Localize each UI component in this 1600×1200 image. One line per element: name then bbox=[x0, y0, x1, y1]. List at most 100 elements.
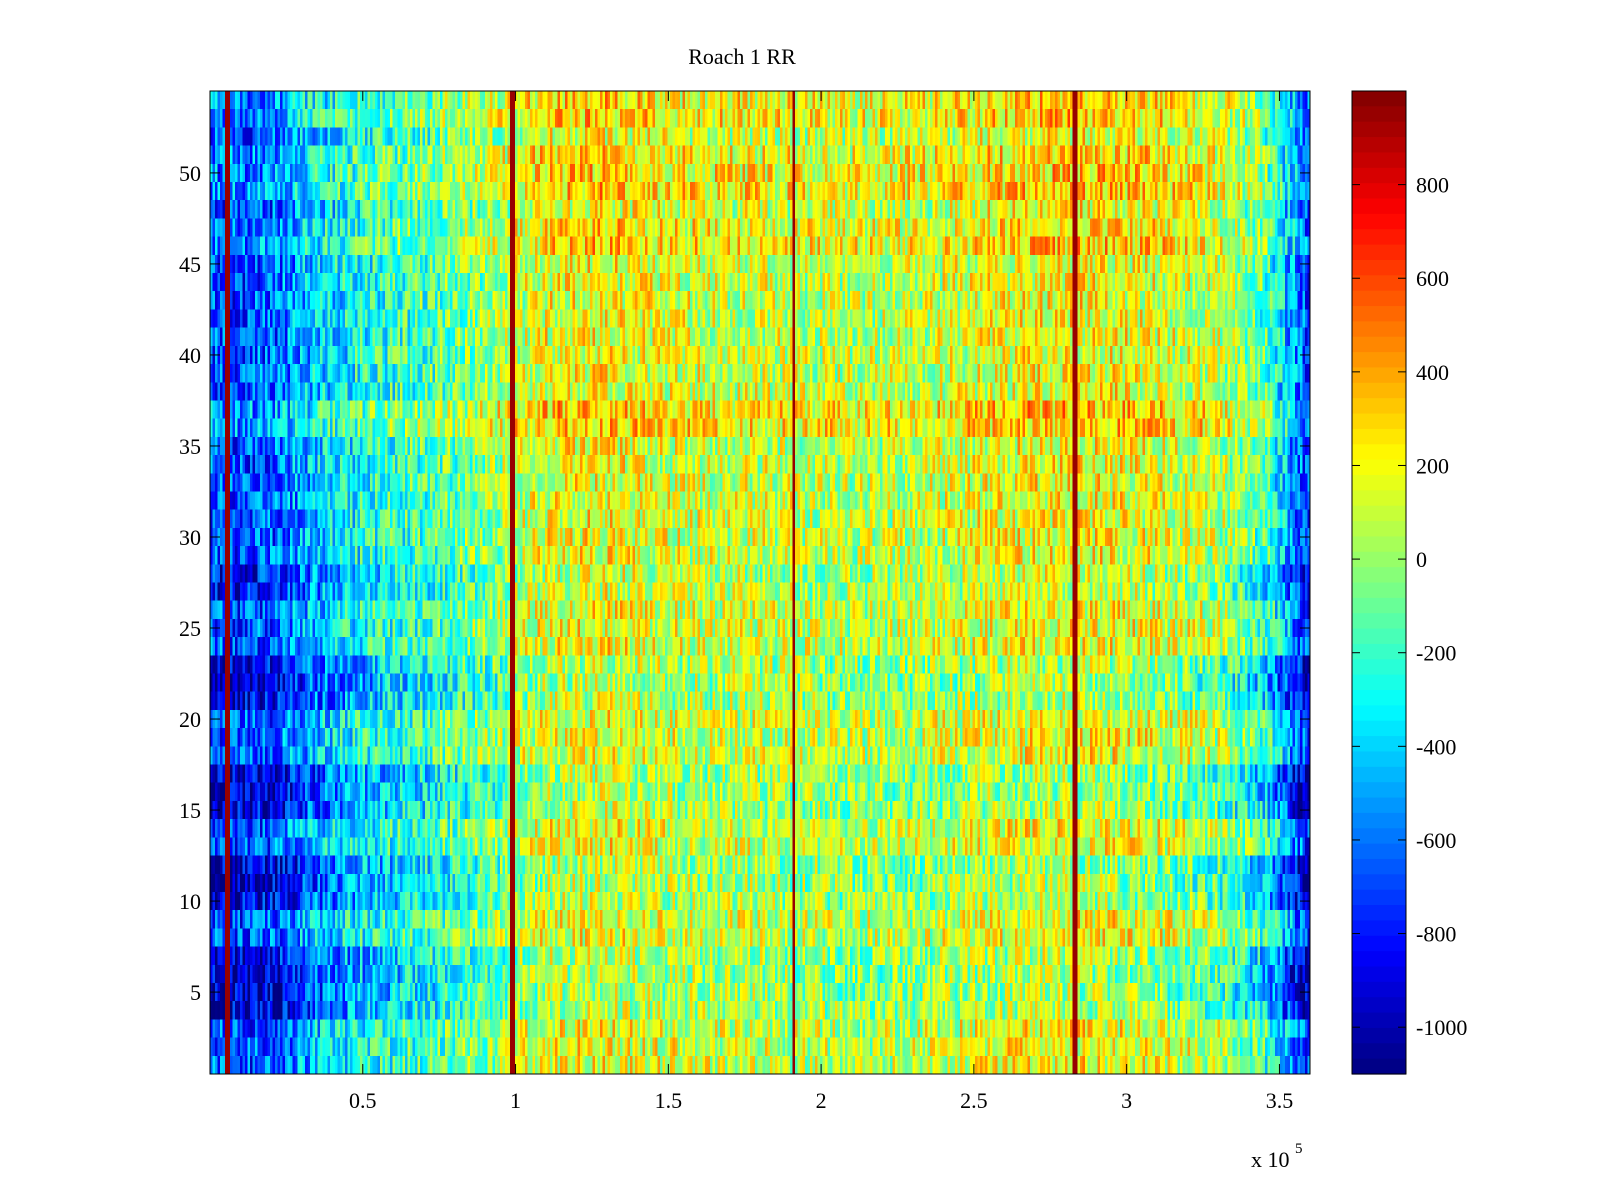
y-tick-label: 5 bbox=[190, 980, 201, 1005]
colorbar-band bbox=[1352, 597, 1406, 614]
plot-frame bbox=[209, 90, 1311, 1075]
x-tick-label: 1 bbox=[510, 1088, 521, 1113]
colorbar-band bbox=[1352, 321, 1406, 338]
colorbar-band bbox=[1352, 121, 1406, 138]
colorbar-band bbox=[1352, 306, 1406, 322]
x-axis-exponent-base: x 10 bbox=[1251, 1147, 1290, 1172]
colorbar-band bbox=[1352, 613, 1406, 630]
colorbar-band bbox=[1352, 690, 1406, 706]
colorbar-tick-label: -1000 bbox=[1416, 1015, 1467, 1040]
colorbar-band bbox=[1352, 981, 1406, 998]
colorbar-band bbox=[1352, 413, 1406, 430]
colorbar-band bbox=[1352, 705, 1406, 722]
x-tick-label: 3.5 bbox=[1266, 1088, 1294, 1113]
colorbar-band bbox=[1352, 858, 1406, 875]
colorbar-band bbox=[1352, 490, 1406, 507]
colorbar-tick-label: -600 bbox=[1416, 828, 1456, 853]
chart-title: Roach 1 RR bbox=[688, 44, 796, 69]
x-tick-label: 0.5 bbox=[349, 1088, 377, 1113]
colorbar-band bbox=[1352, 920, 1406, 937]
colorbar-band bbox=[1352, 167, 1406, 184]
colorbar-tick-label: 400 bbox=[1416, 360, 1449, 385]
colorbar-band bbox=[1352, 782, 1406, 799]
colorbar-tick-label: -400 bbox=[1416, 734, 1456, 759]
colorbar-band bbox=[1352, 966, 1406, 983]
colorbar-tick-label: 0 bbox=[1416, 547, 1427, 572]
colorbar-band bbox=[1352, 521, 1406, 538]
colorbar-tick-label: 800 bbox=[1416, 173, 1449, 198]
y-axis: 5 10 15 20 25 30 35 40 45 50 bbox=[179, 161, 1310, 1005]
colorbar-band bbox=[1352, 382, 1406, 399]
colorbar-band bbox=[1352, 290, 1406, 307]
colorbar-band bbox=[1352, 674, 1406, 691]
colorbar-band bbox=[1352, 275, 1406, 292]
colorbar-band bbox=[1352, 935, 1406, 952]
colorbar-band bbox=[1352, 567, 1406, 584]
colorbar-band bbox=[1352, 628, 1406, 645]
colorbar-band bbox=[1352, 244, 1406, 261]
colorbar-band bbox=[1352, 797, 1406, 814]
y-tick-label: 20 bbox=[179, 707, 201, 732]
colorbar-band bbox=[1352, 828, 1406, 845]
colorbar-tick-label: -800 bbox=[1416, 922, 1456, 947]
colorbar-band bbox=[1352, 951, 1406, 968]
colorbar-band bbox=[1352, 398, 1406, 415]
colorbar-band bbox=[1352, 428, 1406, 445]
colorbar-band bbox=[1352, 536, 1406, 553]
colorbar-band bbox=[1352, 183, 1406, 200]
heatmap bbox=[210, 91, 1310, 1074]
colorbar-band bbox=[1352, 474, 1406, 491]
x-axis-exponent-power: 5 bbox=[1295, 1141, 1303, 1157]
x-tick-label: 1.5 bbox=[655, 1088, 683, 1113]
colorbar-band bbox=[1352, 1043, 1406, 1060]
y-tick-label: 40 bbox=[179, 343, 201, 368]
colorbar-band bbox=[1352, 751, 1406, 768]
colorbar-band bbox=[1352, 551, 1406, 568]
colorbar-band bbox=[1352, 874, 1406, 891]
colorbar-band bbox=[1352, 843, 1406, 860]
colorbar-band bbox=[1352, 582, 1406, 599]
colorbar-band bbox=[1352, 643, 1406, 660]
colorbar-band bbox=[1352, 459, 1406, 476]
colorbar-band bbox=[1352, 736, 1406, 753]
colorbar-band bbox=[1352, 812, 1406, 829]
colorbar-band bbox=[1352, 259, 1406, 276]
colorbar-band bbox=[1352, 1027, 1406, 1044]
colorbar-band bbox=[1352, 213, 1406, 230]
colorbar-band bbox=[1352, 367, 1406, 384]
heatmap-cells bbox=[210, 91, 1310, 1074]
colorbar-band bbox=[1352, 444, 1406, 461]
y-tick-label: 35 bbox=[179, 434, 201, 459]
colorbar-tick-label: 200 bbox=[1416, 453, 1449, 478]
colorbar-band bbox=[1352, 91, 1406, 107]
colorbar-band bbox=[1352, 198, 1406, 215]
colorbar-band bbox=[1352, 336, 1406, 353]
colorbar-band bbox=[1352, 905, 1406, 922]
y-tick-label: 50 bbox=[179, 161, 201, 186]
colorbar-tick-label: 600 bbox=[1416, 266, 1449, 291]
y-tick-label: 15 bbox=[179, 798, 201, 823]
colorbar-tick-label: -200 bbox=[1416, 641, 1456, 666]
colorbar-band bbox=[1352, 1058, 1406, 1075]
x-tick-label: 2 bbox=[816, 1088, 827, 1113]
colorbar-band bbox=[1352, 659, 1406, 676]
colorbar-band bbox=[1352, 152, 1406, 169]
colorbar-band bbox=[1352, 889, 1406, 906]
x-tick-label: 2.5 bbox=[960, 1088, 988, 1113]
colorbar-band bbox=[1352, 766, 1406, 783]
x-axis: 0.5 1 1.5 2 2.5 3 3.5 bbox=[349, 91, 1293, 1113]
y-tick-label: 25 bbox=[179, 616, 201, 641]
colorbar-band bbox=[1352, 505, 1406, 522]
colorbar-band bbox=[1352, 997, 1406, 1014]
colorbar-band bbox=[1352, 352, 1406, 369]
x-axis-exponent: x 10 5 bbox=[1251, 1141, 1303, 1172]
colorbar-frame bbox=[1351, 90, 1407, 1075]
colorbar-band bbox=[1352, 137, 1406, 154]
y-tick-label: 10 bbox=[179, 889, 201, 914]
colorbar-band bbox=[1352, 720, 1406, 737]
colorbar: 800 600 400 200 0 -200 -400 -600 -800 -1000 bbox=[1351, 90, 1467, 1075]
colorbar-band bbox=[1352, 106, 1406, 123]
colorbar-band bbox=[1352, 229, 1406, 246]
y-tick-label: 45 bbox=[179, 252, 201, 277]
